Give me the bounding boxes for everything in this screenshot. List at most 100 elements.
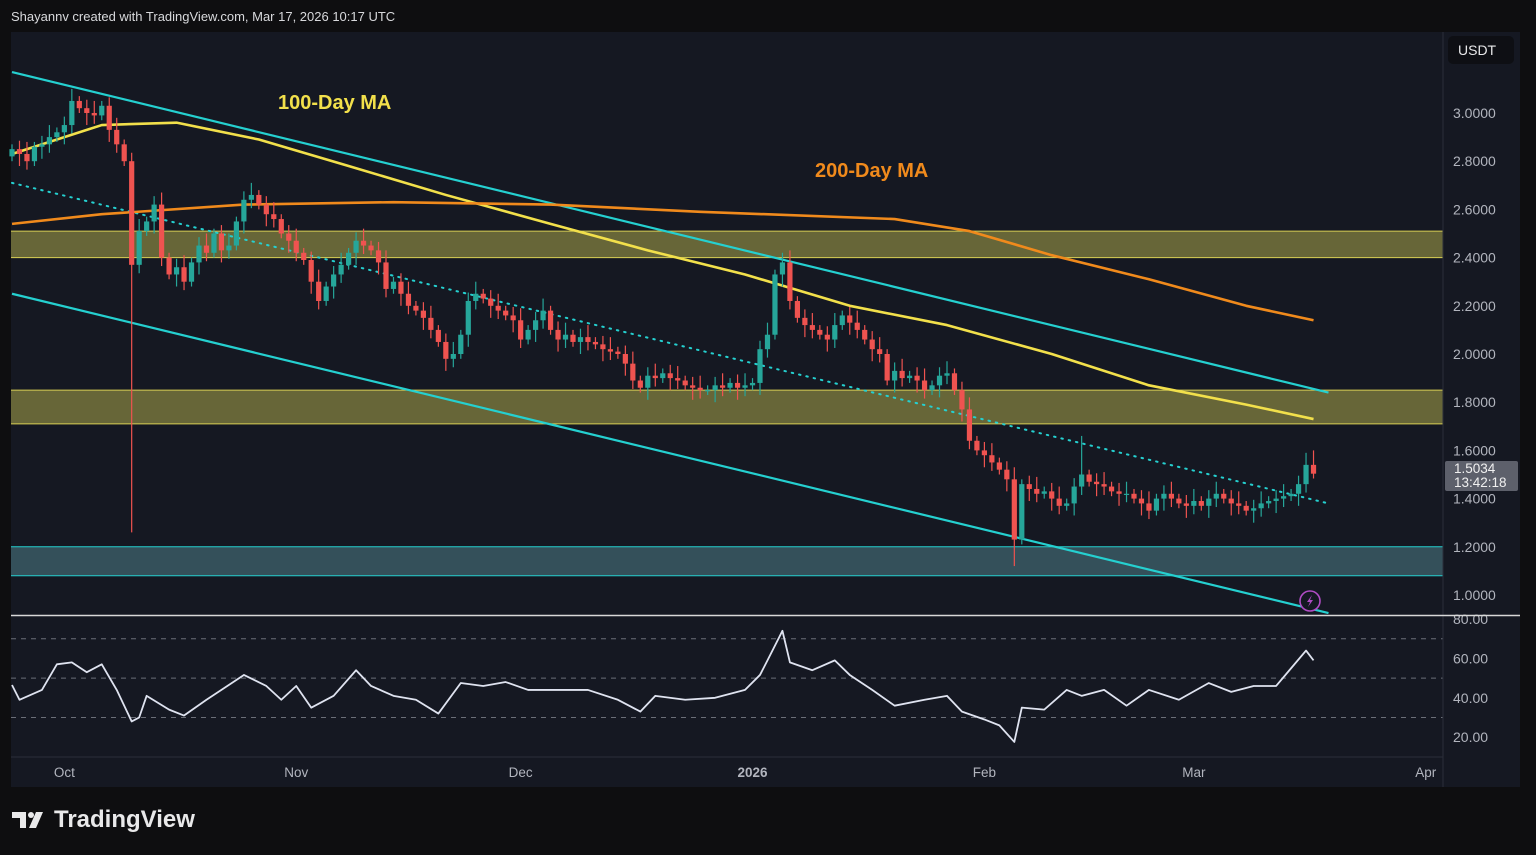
candle-bearish[interactable]	[1198, 501, 1204, 506]
candle-bullish[interactable]	[151, 204, 157, 222]
candle-bearish[interactable]	[1101, 484, 1107, 487]
candle-bullish[interactable]	[562, 334, 569, 340]
candle-bearish[interactable]	[862, 329, 868, 340]
candle-bearish[interactable]	[615, 351, 621, 354]
candle-bearish[interactable]	[914, 375, 920, 381]
candle-bearish[interactable]	[503, 310, 509, 316]
candle-bullish[interactable]	[779, 262, 786, 275]
candle-bearish[interactable]	[555, 329, 561, 340]
candle-bearish[interactable]	[824, 334, 830, 340]
candle-bearish[interactable]	[1243, 505, 1249, 511]
candle-bullish[interactable]	[929, 385, 935, 391]
candle-bearish[interactable]	[488, 298, 494, 306]
candle-bearish[interactable]	[166, 257, 172, 275]
candle-bearish[interactable]	[1108, 486, 1115, 492]
candle-bearish[interactable]	[203, 245, 210, 253]
candle-bullish[interactable]	[944, 373, 950, 376]
candle-bearish[interactable]	[495, 305, 501, 311]
candle-bullish[interactable]	[1213, 493, 1219, 499]
candle-bearish[interactable]	[91, 113, 97, 116]
currency-selector[interactable]: USDT	[1448, 36, 1514, 64]
candle-bearish[interactable]	[794, 300, 800, 318]
candle-bearish[interactable]	[76, 100, 82, 109]
candle-bearish[interactable]	[278, 219, 284, 234]
candle-bullish[interactable]	[31, 146, 38, 162]
candle-bullish[interactable]	[39, 144, 45, 147]
candle-bearish[interactable]	[802, 317, 808, 326]
candle-bearish[interactable]	[480, 293, 486, 299]
candle-bearish[interactable]	[585, 337, 591, 342]
candle-bearish[interactable]	[159, 204, 165, 258]
candle-bullish[interactable]	[749, 382, 756, 386]
candle-bearish[interactable]	[1236, 503, 1242, 506]
candle-bullish[interactable]	[69, 100, 75, 126]
candle-bearish[interactable]	[16, 149, 23, 154]
candle-bullish[interactable]	[839, 315, 845, 326]
candle-bearish[interactable]	[1004, 469, 1010, 480]
candle-bearish[interactable]	[989, 455, 995, 463]
candle-bearish[interactable]	[921, 380, 928, 391]
candle-bearish[interactable]	[398, 281, 404, 294]
candle-bearish[interactable]	[301, 252, 307, 261]
candle-bearish[interactable]	[443, 341, 449, 359]
candle-bearish[interactable]	[981, 450, 987, 456]
candle-bullish[interactable]	[1191, 501, 1197, 506]
candle-bullish[interactable]	[188, 262, 195, 282]
candle-bearish[interactable]	[413, 305, 419, 311]
candle-bearish[interactable]	[1146, 503, 1152, 511]
candle-bullish[interactable]	[196, 245, 202, 263]
candle-bullish[interactable]	[892, 370, 898, 381]
candle-bullish[interactable]	[233, 221, 239, 246]
candle-bearish[interactable]	[218, 233, 225, 251]
candle-bullish[interactable]	[705, 390, 711, 392]
candle-bullish[interactable]	[450, 354, 456, 359]
candle-bullish[interactable]	[533, 320, 539, 330]
candle-bullish[interactable]	[1295, 484, 1302, 494]
candle-bearish[interactable]	[884, 354, 890, 381]
candle-bearish[interactable]	[518, 320, 524, 340]
candle-bearish[interactable]	[308, 260, 314, 282]
candle-bearish[interactable]	[697, 387, 703, 391]
candle-bearish[interactable]	[316, 281, 322, 301]
candle-bearish[interactable]	[854, 322, 860, 330]
candle-bearish[interactable]	[1086, 474, 1092, 482]
candle-bearish[interactable]	[428, 317, 434, 330]
candle-bearish[interactable]	[817, 329, 823, 335]
candle-bearish[interactable]	[1049, 491, 1055, 499]
candle-bearish[interactable]	[256, 194, 262, 205]
candle-bearish[interactable]	[271, 214, 277, 220]
candle-bearish[interactable]	[1168, 493, 1174, 499]
candle-bearish[interactable]	[959, 390, 965, 410]
candle-bearish[interactable]	[1183, 503, 1189, 506]
candle-bearish[interactable]	[996, 462, 1002, 470]
candle-bullish[interactable]	[1273, 498, 1279, 502]
candle-bullish[interactable]	[764, 334, 771, 350]
candle-bearish[interactable]	[181, 267, 187, 282]
candle-bearish[interactable]	[368, 245, 374, 251]
candle-bullish[interactable]	[1123, 493, 1130, 495]
candle-bullish[interactable]	[525, 329, 531, 340]
candle-bearish[interactable]	[720, 385, 726, 388]
candle-bullish[interactable]	[54, 132, 60, 138]
candle-bullish[interactable]	[1019, 484, 1025, 540]
candle-bearish[interactable]	[547, 310, 554, 330]
candle-bullish[interactable]	[660, 373, 666, 379]
candle-bullish[interactable]	[772, 274, 778, 335]
candle-bullish[interactable]	[473, 293, 479, 301]
candle-bullish[interactable]	[144, 221, 150, 232]
candle-bearish[interactable]	[1310, 464, 1317, 474]
candle-bullish[interactable]	[173, 267, 180, 275]
candle-bearish[interactable]	[690, 385, 696, 388]
candle-bullish[interactable]	[936, 375, 943, 386]
candle-bullish[interactable]	[226, 245, 232, 251]
candle-bearish[interactable]	[607, 349, 613, 352]
candle-bearish[interactable]	[1131, 493, 1137, 499]
candle-bullish[interactable]	[1064, 503, 1070, 506]
candle-bearish[interactable]	[383, 262, 389, 289]
candle-bearish[interactable]	[1228, 498, 1234, 504]
candle-bullish[interactable]	[1161, 493, 1167, 499]
candle-bullish[interactable]	[9, 149, 15, 157]
candle-bearish[interactable]	[592, 341, 599, 345]
candle-bearish[interactable]	[114, 129, 120, 145]
